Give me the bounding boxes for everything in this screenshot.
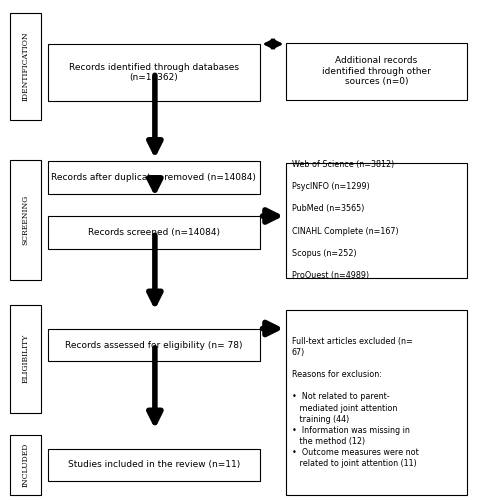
Text: INCLUDED: INCLUDED [21, 443, 29, 487]
Bar [48, 161, 259, 194]
Text: SCREENING: SCREENING [21, 195, 29, 245]
Text: ELIGIBILITY: ELIGIBILITY [21, 334, 29, 384]
Text: Additional records
identified through other
sources (n=0): Additional records identified through ot… [321, 56, 430, 86]
Text: Studies included in the review (n=11): Studies included in the review (n=11) [68, 460, 240, 469]
Text: Records assessed for eligibility (n= 78): Records assessed for eligibility (n= 78) [65, 340, 242, 349]
Bar [48, 216, 259, 248]
Bar [10, 12, 41, 120]
Text: Records after duplicates removed (n=14084): Records after duplicates removed (n=1408… [51, 173, 256, 182]
Bar [286, 162, 466, 278]
Bar [48, 449, 259, 481]
Bar [48, 44, 259, 101]
Text: Web of Science (n=3812)

PsycINFO (n=1299)

PubMed (n=3565)

CINAHL Complete (n=: Web of Science (n=3812) PsycINFO (n=1299… [291, 160, 398, 280]
Bar [10, 435, 41, 495]
Bar [10, 305, 41, 412]
Text: IDENTIFICATION: IDENTIFICATION [21, 32, 29, 101]
Bar [10, 160, 41, 280]
Bar [48, 329, 259, 361]
Text: Full-text articles excluded (n=
67)

Reasons for exclusion:

•  Not related to p: Full-text articles excluded (n= 67) Reas… [291, 337, 418, 468]
Text: Records identified through databases
(n=14362): Records identified through databases (n=… [69, 63, 239, 82]
Bar [286, 310, 466, 495]
Text: Records screened (n=14084): Records screened (n=14084) [88, 228, 219, 237]
Bar [286, 42, 466, 100]
